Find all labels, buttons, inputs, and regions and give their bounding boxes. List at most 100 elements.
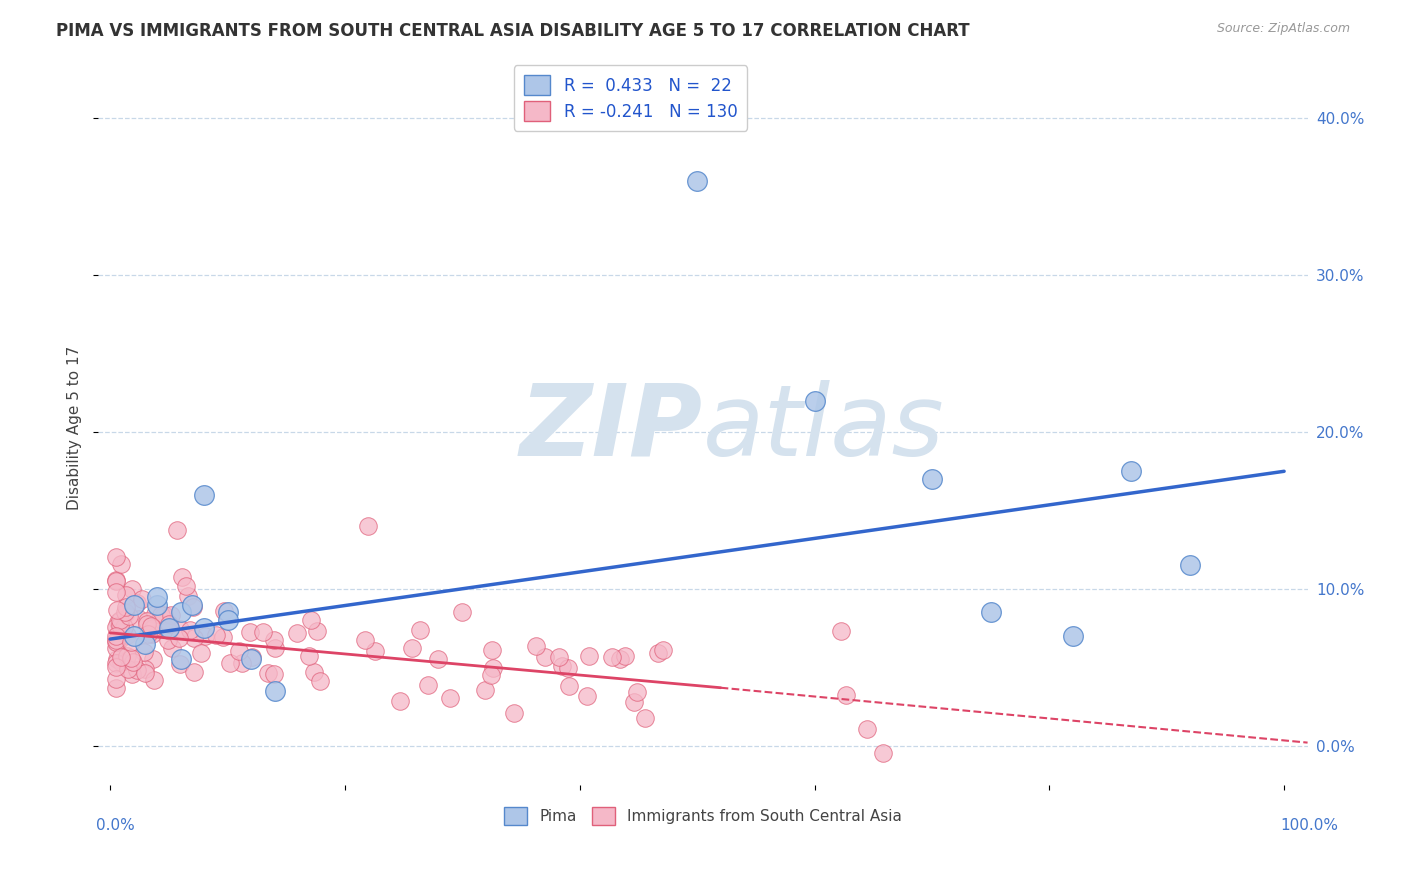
- Point: [298, 649, 321, 664]
- Point: [302, 665, 325, 679]
- Point: [107, 631, 129, 645]
- Point: [115, 628, 138, 642]
- Point: [108, 624, 131, 639]
- Point: [1062, 629, 1084, 643]
- Point: [110, 655, 132, 669]
- Text: PIMA VS IMMIGRANTS FROM SOUTH CENTRAL ASIA DISABILITY AGE 5 TO 17 CORRELATION CH: PIMA VS IMMIGRANTS FROM SOUTH CENTRAL AS…: [56, 22, 970, 40]
- Text: 100.0%: 100.0%: [1281, 818, 1339, 832]
- Point: [110, 558, 132, 572]
- Point: [217, 613, 239, 627]
- Point: [134, 666, 156, 681]
- Point: [609, 652, 631, 666]
- Point: [263, 666, 285, 681]
- Point: [112, 620, 135, 634]
- Point: [205, 628, 228, 642]
- Text: Source: ZipAtlas.com: Source: ZipAtlas.com: [1216, 22, 1350, 36]
- Point: [146, 598, 169, 612]
- Point: [575, 689, 598, 703]
- Point: [218, 657, 240, 671]
- Point: [134, 662, 156, 676]
- Point: [105, 657, 128, 671]
- Point: [172, 570, 194, 584]
- Point: [142, 623, 165, 637]
- Point: [141, 619, 163, 633]
- Point: [409, 623, 432, 637]
- Point: [143, 607, 166, 622]
- Point: [181, 598, 204, 612]
- Point: [263, 684, 285, 698]
- Point: [252, 624, 274, 639]
- Point: [132, 645, 155, 659]
- Point: [482, 661, 505, 675]
- Point: [105, 652, 128, 666]
- Point: [228, 643, 250, 657]
- Point: [105, 620, 128, 634]
- Text: 0.0%: 0.0%: [96, 818, 135, 832]
- Point: [451, 606, 474, 620]
- Point: [388, 694, 411, 708]
- Point: [479, 667, 502, 681]
- Point: [177, 589, 200, 603]
- Point: [146, 590, 169, 604]
- Point: [183, 665, 205, 680]
- Point: [872, 746, 894, 760]
- Point: [105, 640, 128, 655]
- Point: [474, 682, 496, 697]
- Point: [217, 606, 239, 620]
- Point: [160, 640, 183, 655]
- Point: [558, 679, 581, 693]
- Point: [181, 600, 204, 615]
- Point: [354, 633, 377, 648]
- Point: [578, 648, 600, 663]
- Point: [193, 488, 215, 502]
- Text: atlas: atlas: [703, 380, 945, 476]
- Point: [613, 649, 636, 664]
- Point: [305, 624, 328, 638]
- Point: [257, 665, 280, 680]
- Point: [105, 672, 128, 686]
- Point: [263, 640, 285, 655]
- Point: [127, 663, 149, 677]
- Point: [686, 174, 709, 188]
- Point: [157, 621, 180, 635]
- Point: [156, 632, 179, 647]
- Point: [117, 662, 139, 676]
- Point: [136, 627, 159, 641]
- Point: [855, 722, 877, 736]
- Point: [105, 574, 128, 588]
- Point: [110, 649, 132, 664]
- Point: [831, 624, 853, 638]
- Point: [117, 608, 139, 623]
- Point: [418, 678, 440, 692]
- Point: [214, 604, 236, 618]
- Point: [174, 579, 197, 593]
- Point: [105, 633, 128, 648]
- Point: [240, 650, 263, 665]
- Point: [169, 622, 191, 636]
- Point: [651, 643, 673, 657]
- Point: [105, 681, 128, 695]
- Point: [105, 603, 128, 617]
- Point: [169, 632, 191, 646]
- Point: [193, 621, 215, 635]
- Point: [122, 629, 145, 643]
- Point: [107, 615, 129, 629]
- Point: [110, 613, 132, 627]
- Point: [194, 629, 217, 643]
- Point: [125, 596, 148, 610]
- Point: [980, 606, 1002, 620]
- Point: [439, 690, 461, 705]
- Point: [105, 660, 128, 674]
- Point: [153, 607, 176, 622]
- Point: [231, 657, 253, 671]
- Point: [551, 659, 574, 673]
- Point: [357, 519, 380, 533]
- Point: [115, 588, 138, 602]
- Point: [114, 605, 136, 619]
- Point: [136, 615, 159, 629]
- Point: [183, 632, 205, 646]
- Point: [131, 591, 153, 606]
- Point: [647, 647, 669, 661]
- Point: [121, 667, 143, 681]
- Point: [166, 523, 188, 537]
